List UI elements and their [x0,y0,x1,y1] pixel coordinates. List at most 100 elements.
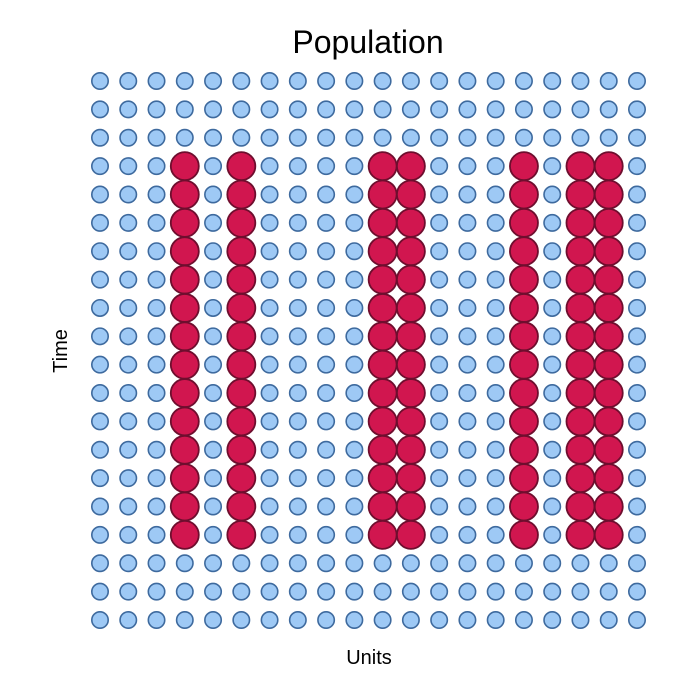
treated-point-u6-t10 [226,321,257,352]
x-axis-label: Units [346,647,392,669]
untreated-point-u2-t11 [119,355,138,374]
treated-point-u11-t11 [367,349,398,380]
untreated-point-u19-t2 [599,100,618,119]
untreated-point-u9-t2 [317,100,336,119]
untreated-point-u3-t1 [147,72,166,91]
treated-point-u19-t6 [593,207,624,238]
untreated-point-u12-t19 [401,582,420,601]
untreated-point-u17-t11 [543,355,562,374]
untreated-point-u6-t18 [232,554,251,573]
treated-point-u16-t8 [509,264,539,295]
treated-point-u11-t9 [367,293,398,323]
untreated-point-u9-t8 [317,270,336,289]
untreated-point-u8-t19 [288,582,307,601]
untreated-point-u15-t4 [486,157,505,176]
untreated-point-u1-t9 [91,298,110,317]
treated-point-u6-t8 [226,264,257,295]
untreated-point-u5-t14 [204,440,223,459]
untreated-point-u12-t20 [401,610,420,629]
treated-point-u6-t17 [226,519,257,550]
untreated-point-u2-t1 [119,72,138,91]
treated-point-u12-t15 [395,463,426,494]
untreated-point-u1-t6 [91,213,110,232]
untreated-point-u19-t1 [599,72,618,91]
untreated-point-u5-t12 [204,384,223,403]
treated-point-u4-t5 [169,179,200,210]
treated-point-u11-t5 [367,179,398,210]
untreated-point-u13-t8 [430,270,449,289]
untreated-point-u5-t19 [204,582,223,601]
untreated-point-u13-t13 [430,412,449,431]
untreated-point-u20-t8 [627,270,646,289]
treated-point-u19-t5 [593,179,624,210]
untreated-point-u8-t12 [288,384,307,403]
untreated-point-u5-t2 [204,100,223,119]
y-axis-label: Time [50,329,72,373]
untreated-point-u7-t3 [260,128,279,147]
untreated-point-u9-t20 [317,610,336,629]
untreated-point-u14-t15 [458,469,477,488]
untreated-point-u20-t15 [627,469,646,488]
untreated-point-u15-t15 [486,469,505,488]
untreated-point-u15-t9 [486,298,505,317]
untreated-point-u5-t4 [204,157,223,176]
untreated-point-u20-t12 [627,384,646,403]
untreated-point-u15-t5 [486,185,505,204]
untreated-point-u7-t9 [260,298,279,317]
untreated-point-u12-t2 [401,100,420,119]
untreated-point-u2-t7 [119,242,138,261]
treated-point-u6-t9 [226,293,257,323]
untreated-point-u1-t14 [91,440,110,459]
untreated-point-u20-t11 [627,355,646,374]
treated-point-u12-t16 [395,491,426,522]
untreated-point-u15-t11 [486,355,505,374]
untreated-point-u8-t3 [288,128,307,147]
untreated-point-u7-t10 [260,327,279,346]
untreated-point-u13-t9 [430,298,449,317]
untreated-point-u9-t6 [317,213,336,232]
untreated-point-u11-t18 [373,554,392,573]
untreated-point-u5-t8 [204,270,223,289]
treated-point-u6-t11 [226,349,257,380]
untreated-point-u9-t14 [317,440,336,459]
untreated-point-u7-t1 [260,72,279,91]
untreated-point-u9-t10 [317,327,336,346]
untreated-point-u14-t4 [458,157,477,176]
untreated-point-u17-t12 [543,384,562,403]
treated-point-u19-t16 [593,491,624,522]
untreated-point-u2-t18 [119,554,138,573]
untreated-point-u17-t3 [543,128,562,147]
untreated-point-u3-t10 [147,327,166,346]
treated-point-u18-t10 [565,321,596,352]
treated-point-u4-t13 [169,406,200,437]
untreated-point-u4-t2 [175,100,194,119]
treated-point-u6-t12 [226,378,257,408]
untreated-point-u15-t16 [486,497,505,516]
untreated-point-u5-t17 [204,525,223,544]
untreated-point-u13-t17 [430,525,449,544]
treated-point-u16-t5 [509,179,539,210]
treated-point-u4-t8 [169,264,200,295]
untreated-point-u9-t3 [317,128,336,147]
untreated-point-u9-t11 [317,355,336,374]
untreated-point-u2-t12 [119,384,138,403]
treated-point-u12-t9 [395,293,426,323]
treated-point-u19-t13 [593,406,624,437]
untreated-point-u10-t9 [345,298,364,317]
untreated-point-u10-t15 [345,469,364,488]
untreated-point-u20-t13 [627,412,646,431]
untreated-point-u20-t1 [627,72,646,91]
treated-point-u19-t7 [593,236,624,267]
treated-point-u11-t15 [367,463,398,494]
treated-point-u16-t7 [509,236,539,267]
untreated-point-u20-t5 [627,185,646,204]
untreated-point-u14-t14 [458,440,477,459]
untreated-point-u14-t9 [458,298,477,317]
untreated-point-u1-t4 [91,157,110,176]
untreated-point-u13-t4 [430,157,449,176]
treated-point-u16-t10 [509,321,539,352]
untreated-point-u10-t4 [345,157,364,176]
untreated-point-u4-t3 [175,128,194,147]
untreated-point-u5-t1 [204,72,223,91]
treated-point-u11-t12 [367,378,398,408]
